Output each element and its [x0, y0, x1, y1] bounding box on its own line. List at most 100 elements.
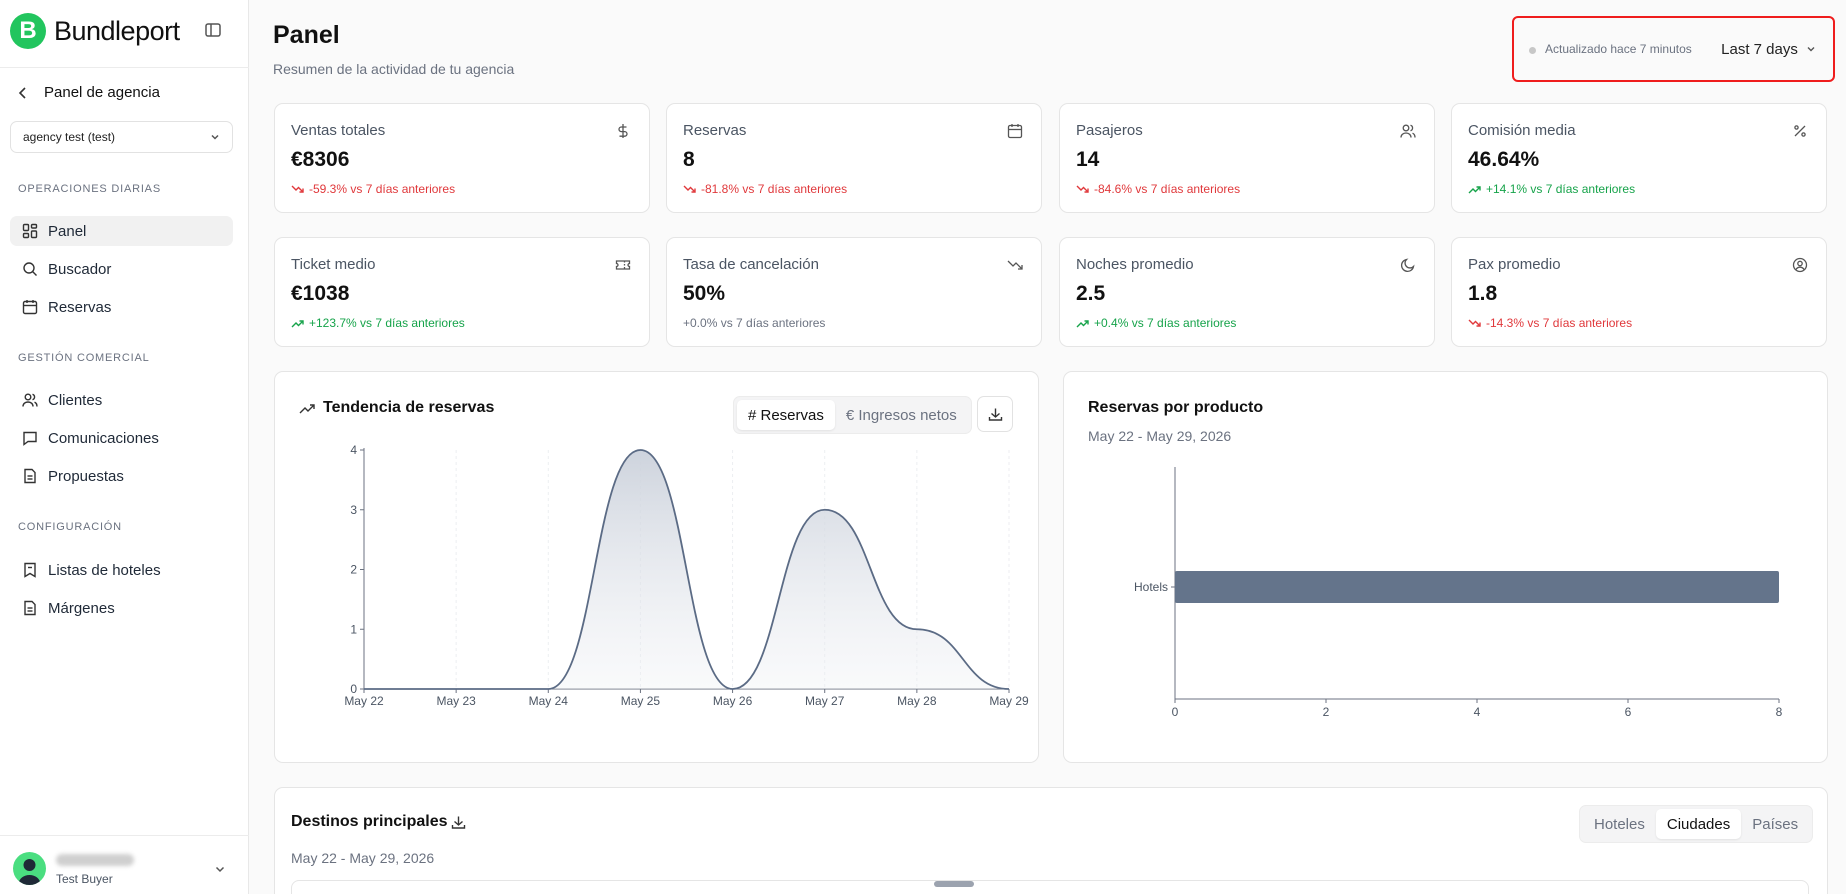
user-circle-icon — [1792, 257, 1808, 273]
kpi-label: Noches promedio — [1076, 256, 1194, 273]
kpi-delta: +14.1% vs 7 días anteriores — [1468, 182, 1635, 196]
trending-down-icon — [291, 185, 304, 193]
x-tick-label: May 26 — [713, 694, 753, 708]
brand-name: Bundleport — [54, 15, 180, 46]
user-role: Test Buyer — [56, 872, 113, 886]
bar — [1175, 571, 1779, 603]
tab-ingresos-netos[interactable]: € Ingresos netos — [845, 406, 957, 424]
sidebar-item-comunicaciones[interactable]: Comunicaciones — [10, 423, 233, 453]
percent-icon — [1794, 125, 1806, 137]
users-icon — [1400, 124, 1416, 138]
destinations-table — [291, 880, 1809, 894]
nav-section-title: CONFIGURACIÓN — [18, 521, 122, 533]
download-icon — [451, 816, 465, 829]
sidebar-item-margenes[interactable]: Márgenes — [10, 593, 233, 623]
kpi-delta: +0.0% vs 7 días anteriores — [683, 316, 825, 330]
kpi-delta: +0.4% vs 7 días anteriores — [1076, 316, 1236, 330]
kpi-value: €1038 — [291, 282, 350, 305]
date-range-select[interactable]: Last 7 days — [1710, 30, 1827, 68]
message-square-icon — [23, 431, 37, 446]
sidebar-item-reservas[interactable]: Reservas — [10, 292, 233, 322]
sidebar-item-panel[interactable]: Panel — [10, 216, 233, 246]
sidebar: B Bundleport Panel de agencia agency tes… — [0, 0, 249, 894]
file-icon — [24, 600, 36, 616]
kpi-label: Comisión media — [1468, 122, 1576, 139]
search-icon — [23, 262, 37, 276]
sidebar-item-label: Propuestas — [48, 467, 124, 485]
kpi-delta-text: +123.7% vs 7 días anteriores — [309, 316, 465, 330]
nav-section-title: GESTIÓN COMERCIAL — [18, 352, 150, 364]
tab-ciudades[interactable]: Ciudades — [1655, 809, 1742, 839]
trending-down-icon — [683, 185, 696, 193]
calendar-icon — [22, 300, 38, 315]
sidebar-item-buscador[interactable]: Buscador — [10, 254, 233, 284]
trending-up-icon — [291, 319, 304, 327]
top-destinations-panel: Destinos principales May 22 - May 29, 20… — [274, 787, 1828, 894]
kpi-label: Tasa de cancelación — [683, 256, 819, 273]
tab-hoteles[interactable]: Hoteles — [1594, 815, 1645, 833]
sidebar-toggle-icon[interactable] — [204, 21, 222, 39]
chevron-down-icon — [1807, 47, 1815, 52]
sidebar-item-label: Reservas — [48, 298, 112, 316]
user-menu[interactable]: Test Buyer — [0, 835, 249, 894]
kpi-value: €8306 — [291, 148, 350, 171]
y-tick-label: 3 — [350, 503, 357, 517]
download-button[interactable] — [446, 810, 470, 834]
kpi-label: Ticket medio — [291, 256, 376, 273]
last-updated-text: Actualizado hace 7 minutos — [1545, 42, 1692, 56]
kpi-card-tasa-de-cancelacion: Tasa de cancelación 50% +0.0% vs 7 días … — [666, 237, 1042, 347]
kpi-delta: -81.8% vs 7 días anteriores — [683, 182, 847, 196]
download-button[interactable] — [977, 396, 1013, 432]
nav-section-title: OPERACIONES DIARIAS — [18, 183, 161, 195]
trending-up-icon — [299, 404, 315, 414]
kpi-value: 14 — [1076, 148, 1100, 171]
kpi-value: 1.8 — [1468, 282, 1498, 305]
download-icon — [988, 408, 1002, 421]
panel-title: Tendencia de reservas — [323, 399, 495, 416]
tab-paises[interactable]: Países — [1752, 815, 1799, 833]
date-range-text: May 22 - May 29, 2026 — [291, 850, 435, 866]
y-tick-label: 4 — [350, 443, 357, 457]
booking-trend-chart: 0 1 2 3 4 May 22 May 23 May 24 May 25 May 26 May 2… — [344, 443, 1029, 708]
ticket-icon — [615, 260, 631, 270]
kpi-value: 2.5 — [1076, 282, 1106, 305]
kpi-delta: +123.7% vs 7 días anteriores — [291, 316, 465, 330]
calendar-icon — [1007, 124, 1023, 139]
divider — [0, 67, 249, 68]
bookings-by-product-chart: 0 2 4 6 8 Hotels — [1134, 467, 1783, 719]
x-tick-label: 8 — [1776, 705, 1783, 719]
agency-select[interactable]: agency test (test) — [10, 121, 233, 153]
kpi-delta-text: -81.8% vs 7 días anteriores — [701, 182, 848, 196]
user-name-redacted — [56, 854, 134, 866]
kpi-card-pax-promedio: Pax promedio 1.8 -14.3% vs 7 días anteri… — [1451, 237, 1827, 347]
kpi-delta-text: +14.1% vs 7 días anteriores — [1486, 182, 1636, 196]
page-title: Panel — [273, 21, 340, 49]
booking-trend-panel: Tendencia de reservas # Reservas € Ingre… — [274, 371, 1039, 763]
brand-logo[interactable]: B Bundleport — [10, 13, 180, 49]
scroll-handle[interactable] — [934, 881, 974, 887]
bookmark-list-icon — [24, 562, 36, 578]
kpi-delta: -84.6% vs 7 días anteriores — [1076, 182, 1240, 196]
sidebar-item-propuestas[interactable]: Propuestas — [10, 461, 233, 491]
sidebar-item-listas-de-hoteles[interactable]: Listas de hoteles — [10, 555, 233, 585]
y-tick-label: Hotels — [1134, 580, 1168, 594]
kpi-value: 8 — [683, 148, 695, 171]
x-tick-label: May 25 — [621, 694, 661, 708]
dashboard-icon — [22, 223, 38, 239]
kpi-value: 46.64% — [1468, 148, 1540, 171]
kpi-card-reservas: Reservas 8 -81.8% vs 7 días anteriores — [666, 103, 1042, 213]
trending-up-icon — [1468, 185, 1481, 193]
y-tick-label: 0 — [350, 682, 357, 696]
sidebar-item-label: Listas de hoteles — [48, 561, 161, 579]
chevron-left-icon — [18, 86, 26, 99]
kpi-label: Pasajeros — [1076, 122, 1143, 139]
x-tick-label: May 28 — [897, 694, 937, 708]
series-line — [364, 449, 1010, 690]
avatar — [13, 852, 46, 885]
sidebar-item-clientes[interactable]: Clientes — [10, 385, 233, 415]
sidebar-item-label: Márgenes — [48, 599, 115, 617]
tab-reservas[interactable]: # Reservas — [737, 400, 835, 430]
x-tick-label: May 24 — [529, 694, 569, 708]
kpi-card-pasajeros: Pasajeros 14 -84.6% vs 7 días anteriores — [1059, 103, 1435, 213]
back-to-agency-panel-link[interactable]: Panel de agencia — [18, 84, 160, 101]
